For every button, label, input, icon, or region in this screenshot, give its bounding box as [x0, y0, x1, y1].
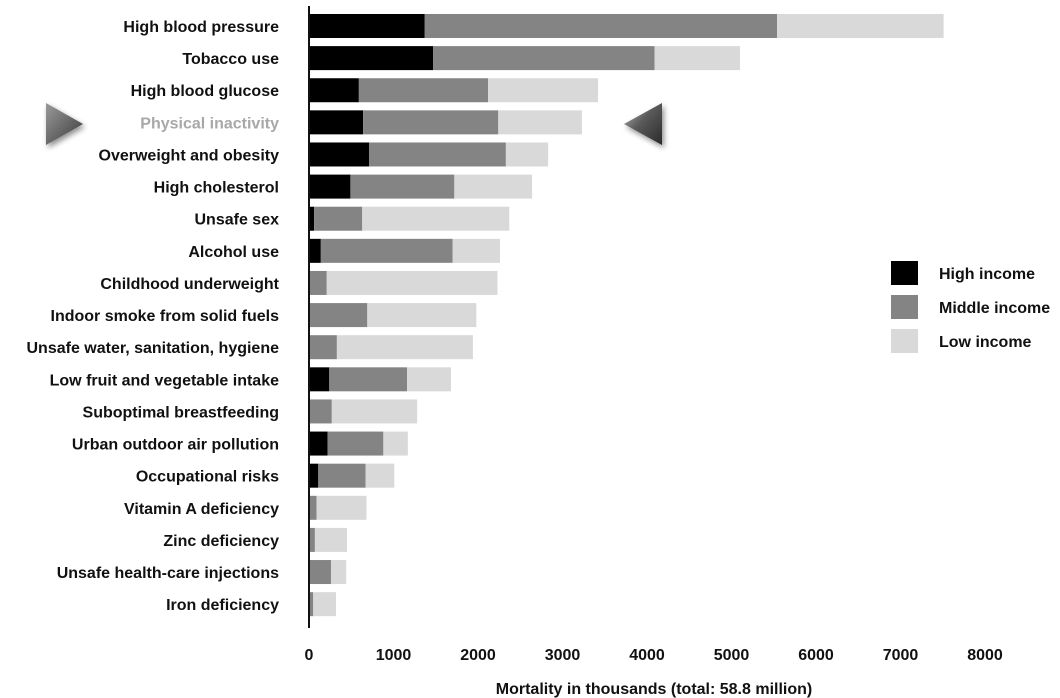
- category-label-vitamin-a-deficiency: Vitamin A deficiency: [124, 501, 279, 518]
- bar-low-income-high-blood-pressure: [777, 14, 944, 38]
- bar-middle-income-alcohol-use: [320, 238, 453, 263]
- x-tick-label: 8000: [967, 647, 1003, 664]
- bar-low-income-unsafe-water-sanitation-hygiene: [336, 335, 473, 360]
- bar-high-income-low-fruit-and-vegetable-intake: [309, 367, 330, 392]
- x-tick-label: 3000: [545, 647, 581, 664]
- bar-middle-income-high-blood-glucose: [358, 78, 489, 103]
- bar-middle-income-occupational-risks: [318, 463, 366, 488]
- bar-high-income-physical-inactivity: [309, 110, 364, 135]
- legend-label-low-income: Low income: [939, 334, 1032, 351]
- bar-low-income-alcohol-use: [452, 238, 500, 263]
- bar-middle-income-high-cholesterol: [350, 174, 455, 199]
- bar-middle-income-vitamin-a-deficiency: [309, 495, 317, 520]
- bar-high-income-tobacco-use: [309, 46, 434, 71]
- bar-middle-income-childhood-underweight: [309, 270, 327, 295]
- legend-swatch-high-income: [891, 261, 918, 285]
- bar-low-income-indoor-smoke-from-solid-fuels: [367, 303, 477, 328]
- bar-middle-income-zinc-deficiency: [309, 527, 315, 552]
- bar-low-income-high-cholesterol: [454, 174, 533, 199]
- bar-high-income-urban-outdoor-air-pollution: [309, 431, 328, 456]
- bar-high-income-high-blood-glucose: [309, 78, 359, 103]
- bar-low-income-urban-outdoor-air-pollution: [383, 431, 408, 456]
- bar-high-income-overweight-and-obesity: [309, 142, 369, 167]
- x-tick-label: 0: [305, 647, 314, 664]
- category-label-physical-inactivity: Physical inactivity: [140, 115, 279, 132]
- bar-low-income-occupational-risks: [365, 463, 395, 488]
- bar-low-income-overweight-and-obesity: [505, 142, 549, 167]
- bar-middle-income-iron-deficiency: [309, 592, 314, 617]
- bar-middle-income-physical-inactivity: [363, 110, 499, 135]
- category-label-overweight-and-obesity: Overweight and obesity: [99, 147, 280, 164]
- x-tick-label: 5000: [714, 647, 750, 664]
- bar-middle-income-overweight-and-obesity: [368, 142, 506, 167]
- legend: High income Middle income Low income: [891, 261, 1050, 353]
- category-label-unsafe-water-sanitation-hygiene: Unsafe water, sanitation, hygiene: [26, 340, 279, 357]
- x-axis: 0 1000 2000 3000 4000 5000 6000 7000 8000: [305, 6, 1003, 664]
- category-label-unsafe-health-care-injections: Unsafe health-care injections: [57, 565, 279, 582]
- category-label-urban-outdoor-air-pollution: Urban outdoor air pollution: [72, 437, 279, 454]
- x-tick-label: 1000: [376, 647, 412, 664]
- legend-label-middle-income: Middle income: [939, 300, 1050, 317]
- bar-low-income-unsafe-health-care-injections: [330, 560, 347, 585]
- bar-middle-income-indoor-smoke-from-solid-fuels: [309, 303, 368, 328]
- bar-middle-income-unsafe-health-care-injections: [309, 560, 331, 585]
- bar-middle-income-unsafe-sex: [314, 206, 363, 231]
- bar-middle-income-suboptimal-breastfeeding: [309, 399, 332, 424]
- bar-low-income-low-fruit-and-vegetable-intake: [407, 367, 451, 392]
- right-pointing-triangle-icon: [46, 103, 83, 145]
- x-tick-label: 7000: [883, 647, 919, 664]
- left-pointing-triangle-icon: [624, 103, 662, 145]
- bar-middle-income-unsafe-water-sanitation-hygiene: [309, 335, 337, 360]
- bar-low-income-suboptimal-breastfeeding: [331, 399, 418, 424]
- category-label-suboptimal-breastfeeding: Suboptimal breastfeeding: [83, 404, 279, 421]
- category-label-zinc-deficiency: Zinc deficiency: [163, 533, 279, 550]
- bar-middle-income-tobacco-use: [433, 46, 655, 71]
- legend-swatch-low-income: [891, 329, 918, 353]
- bars: [309, 14, 944, 617]
- x-axis-ticks: 0 1000 2000 3000 4000 5000 6000 7000 8000: [305, 647, 1003, 664]
- bar-low-income-vitamin-a-deficiency: [316, 495, 367, 520]
- bar-high-income-alcohol-use: [309, 238, 321, 263]
- legend-label-high-income: High income: [939, 266, 1035, 283]
- bar-middle-income-high-blood-pressure: [424, 14, 778, 38]
- x-tick-label: 4000: [629, 647, 665, 664]
- category-label-high-blood-pressure: High blood pressure: [123, 19, 279, 36]
- category-label-high-blood-glucose: High blood glucose: [131, 83, 280, 100]
- bar-middle-income-urban-outdoor-air-pollution: [327, 431, 384, 456]
- bar-low-income-high-blood-glucose: [488, 78, 598, 103]
- bar-low-income-iron-deficiency: [313, 592, 337, 617]
- category-labels: High blood pressure Tobacco use High blood…: [26, 19, 279, 614]
- bar-low-income-childhood-underweight: [326, 270, 498, 295]
- legend-swatch-middle-income: [891, 295, 918, 319]
- x-tick-label: 6000: [798, 647, 834, 664]
- bar-low-income-zinc-deficiency: [314, 527, 348, 552]
- category-label-high-cholesterol: High cholesterol: [154, 180, 279, 197]
- bar-middle-income-low-fruit-and-vegetable-intake: [329, 367, 408, 392]
- category-label-alcohol-use: Alcohol use: [188, 244, 279, 261]
- category-label-unsafe-sex: Unsafe sex: [195, 212, 280, 229]
- bar-low-income-unsafe-sex: [362, 206, 510, 231]
- category-label-iron-deficiency: Iron deficiency: [166, 597, 279, 614]
- category-label-indoor-smoke-from-solid-fuels: Indoor smoke from solid fuels: [51, 308, 280, 325]
- category-label-tobacco-use: Tobacco use: [182, 51, 279, 68]
- bar-high-income-unsafe-sex: [309, 206, 315, 231]
- bar-high-income-occupational-risks: [309, 463, 319, 488]
- bar-high-income-high-blood-pressure: [309, 14, 425, 38]
- bar-low-income-tobacco-use: [654, 46, 740, 71]
- x-axis-title: Mortality in thousands (total: 58.8 mill…: [496, 681, 812, 698]
- bar-low-income-physical-inactivity: [498, 110, 582, 135]
- category-label-childhood-underweight: Childhood underweight: [100, 276, 279, 293]
- x-tick-label: 2000: [460, 647, 496, 664]
- category-label-low-fruit-and-vegetable-intake: Low fruit and vegetable intake: [50, 372, 279, 389]
- bar-high-income-high-cholesterol: [309, 174, 351, 199]
- category-label-occupational-risks: Occupational risks: [136, 469, 279, 486]
